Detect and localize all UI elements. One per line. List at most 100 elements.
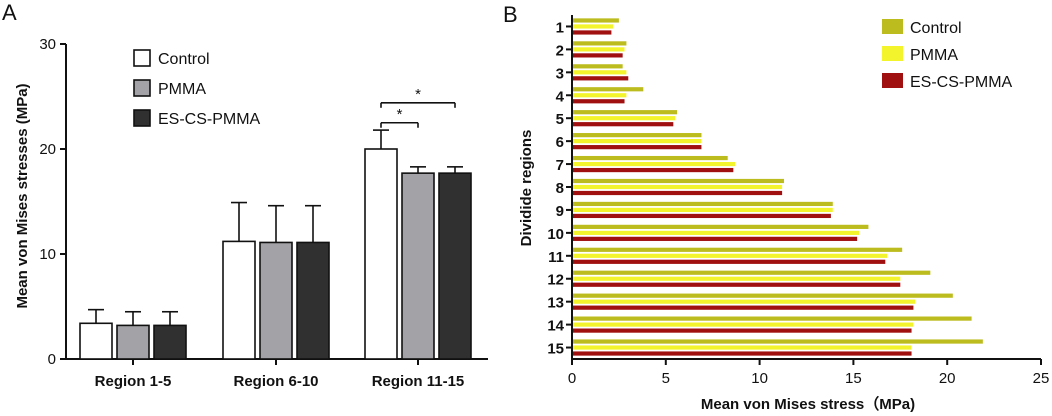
- bar-pmma-region-10: [572, 230, 860, 235]
- legend-swatch-control: [882, 19, 903, 34]
- panel-a-x-tick-label: Region 6-10: [233, 373, 318, 390]
- bar-control-region-8: [572, 178, 784, 184]
- panel-a-y-tick-label: 20: [39, 141, 56, 158]
- bar-control-region-6: [572, 133, 702, 138]
- panel-b-y-tick-label: 12: [547, 272, 564, 289]
- bar-control-region-6-10: [222, 240, 256, 360]
- bar-control-region-7: [572, 155, 728, 161]
- bar-es-cs-pmma-region-8: [572, 190, 783, 196]
- bar-es-cs-pmma-region-12: [572, 282, 901, 287]
- panel-b-x-tick-label: 0: [568, 370, 576, 387]
- bar-pmma-region-6-10: [259, 241, 293, 360]
- bar-control-region-9: [572, 201, 833, 207]
- significance-label: *: [397, 106, 403, 123]
- bar-es-cs-pmma-region-1: [572, 30, 612, 35]
- panel-b-x-tick-label: 25: [1033, 370, 1050, 387]
- legend-label-es-cs-pmma: ES-CS-PMMA: [158, 111, 261, 128]
- bar-pmma-region-1: [572, 24, 614, 29]
- panel-b-x-tick-label: 10: [751, 370, 768, 387]
- panel-a-y-tick-label: 30: [39, 36, 56, 53]
- panel-a-y-axis-title: Mean von Mises stresses (MPa): [14, 83, 31, 308]
- bar-control-region-12: [572, 270, 931, 275]
- bar-pmma-region-5: [572, 116, 676, 121]
- panel-b-bars: [572, 18, 983, 356]
- legend-label-es-cs-pmma: ES-CS-PMMA: [910, 74, 1013, 91]
- bar-es-cs-pmma-region-11: [572, 259, 886, 264]
- bar-pmma-region-9: [572, 207, 833, 213]
- bar-es-cs-pmma-region-5: [572, 122, 674, 127]
- bar-pmma-region-13: [572, 299, 916, 304]
- legend-label-control: Control: [158, 51, 210, 68]
- legend-label-pmma: PMMA: [158, 81, 206, 98]
- bar-pmma-region-1-5: [116, 324, 150, 360]
- bar-es-cs-pmma-region-11-15: [438, 172, 472, 360]
- panel-b-y-tick-label: 7: [556, 157, 564, 174]
- panel-b-y-tick-label: 13: [547, 295, 564, 312]
- panel-a-error-bars: [88, 129, 463, 326]
- panel-b-letter: B: [503, 2, 518, 27]
- panel-b-y-tick-label: 2: [556, 42, 564, 59]
- panel-b-y-axis-title: Dividide regions: [518, 130, 535, 247]
- bar-pmma-region-6: [572, 139, 702, 144]
- panel-a-bars: [79, 148, 472, 360]
- bar-control-region-13: [572, 293, 953, 298]
- panel-b-y-tick-label: 1: [556, 19, 564, 36]
- bar-pmma-region-15: [572, 345, 912, 350]
- bar-es-cs-pmma-region-2: [572, 53, 623, 58]
- bar-es-cs-pmma-region-10: [572, 236, 858, 241]
- panel-b-x-tick-label: 20: [939, 370, 956, 387]
- panel-a-ticks: 0 10 20 30 Region 1-5 Region 6-10 Region 11-15: [39, 36, 464, 390]
- legend-swatch-pmma: [882, 46, 903, 61]
- bar-pmma-region-3: [572, 70, 627, 75]
- panel-b-x-tick-label: 5: [662, 370, 670, 387]
- bar-es-cs-pmma-region-9: [572, 213, 831, 219]
- bar-control-region-5: [572, 110, 678, 115]
- panel-a-significance: **: [380, 86, 456, 128]
- bar-es-cs-pmma-region-4: [572, 99, 625, 104]
- panel-b-y-tick-label: 11: [548, 249, 564, 266]
- bar-es-cs-pmma-region-3: [572, 76, 629, 81]
- legend-swatch-control: [133, 49, 151, 67]
- significance-label: *: [415, 86, 421, 103]
- bar-pmma-region-8: [572, 184, 783, 190]
- panel-b-legend: Control PMMA ES-CS-PMMA: [882, 19, 1013, 91]
- bar-es-cs-pmma-region-14: [572, 328, 912, 333]
- panel-a-x-tick-label: Region 11-15: [372, 373, 465, 390]
- bar-control-region-10: [572, 224, 869, 229]
- panel-b-x-tick-label: 15: [845, 370, 862, 387]
- bar-es-cs-pmma-region-7: [572, 167, 734, 173]
- bar-pmma-region-11: [572, 253, 888, 258]
- bar-control-region-11-15: [364, 148, 398, 360]
- panel-b-y-tick-label: 10: [547, 226, 564, 243]
- panel-a-legend: Control PMMA ES-CS-PMMA: [133, 49, 261, 128]
- panel-a-y-tick-label: 10: [39, 246, 56, 263]
- legend-swatch-pmma: [133, 79, 151, 97]
- bar-pmma-region-14: [572, 322, 914, 327]
- panel-b-y-tick-label: 3: [556, 65, 564, 82]
- bar-es-cs-pmma-region-13: [572, 305, 914, 310]
- panel-b-x-axis-title: Mean von Mises stress（MPa): [701, 395, 915, 413]
- panel-b-y-tick-label: 5: [556, 111, 564, 128]
- legend-swatch-es-cs-pmma: [133, 109, 151, 127]
- bar-pmma-region-4: [572, 93, 627, 98]
- panel-b-y-tick-label: 9: [556, 203, 564, 220]
- legend-swatch-es-cs-pmma: [882, 73, 903, 88]
- panel-b-y-tick-label: 4: [556, 88, 565, 105]
- bar-control-region-2: [572, 41, 627, 46]
- bar-es-cs-pmma-region-1-5: [153, 324, 187, 360]
- bar-control-region-11: [572, 247, 903, 252]
- bar-control-region-1: [572, 18, 619, 23]
- legend-label-control: Control: [910, 20, 962, 37]
- bar-control-region-3: [572, 64, 623, 69]
- bar-control-region-1-5: [79, 322, 113, 360]
- bar-control-region-15: [572, 339, 983, 344]
- panel-a-y-tick-label: 0: [48, 351, 56, 368]
- panel-b-y-tick-label: 6: [556, 134, 564, 151]
- bar-es-cs-pmma-region-15: [572, 351, 912, 356]
- bar-pmma-region-7: [572, 161, 736, 167]
- bar-pmma-region-12: [572, 276, 901, 281]
- bar-control-region-4: [572, 87, 644, 92]
